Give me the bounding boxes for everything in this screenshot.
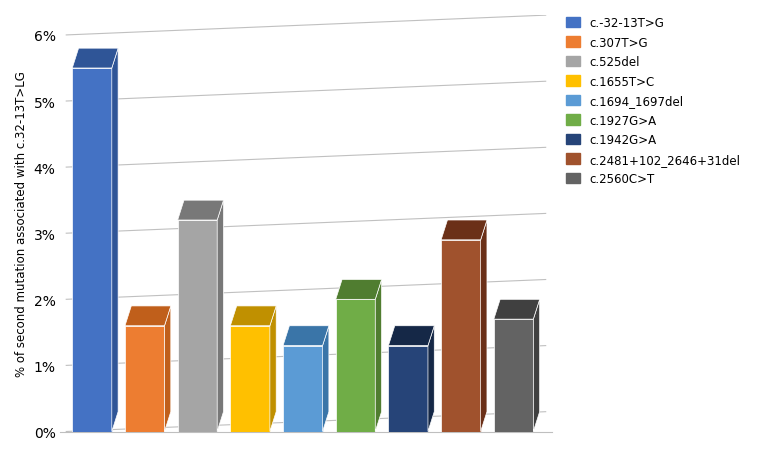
Polygon shape <box>217 201 223 431</box>
Polygon shape <box>72 69 112 431</box>
Polygon shape <box>322 326 329 431</box>
Polygon shape <box>388 346 428 431</box>
Polygon shape <box>494 300 540 319</box>
Polygon shape <box>480 221 487 431</box>
Polygon shape <box>72 49 118 69</box>
Polygon shape <box>375 280 382 431</box>
Polygon shape <box>441 240 480 431</box>
Polygon shape <box>534 300 540 431</box>
Polygon shape <box>283 326 329 346</box>
Polygon shape <box>178 221 217 431</box>
Polygon shape <box>336 280 382 300</box>
Polygon shape <box>283 346 322 431</box>
Polygon shape <box>230 326 270 431</box>
Polygon shape <box>230 306 276 326</box>
Polygon shape <box>125 326 164 431</box>
Legend: c.-32-13T>G, c.307T>G, c.525del, c.1655T>C, c.1694_1697del, c.1927G>A, c.1942G>A: c.-32-13T>G, c.307T>G, c.525del, c.1655T… <box>562 14 744 189</box>
Polygon shape <box>270 306 276 431</box>
Polygon shape <box>178 201 223 221</box>
Polygon shape <box>336 300 375 431</box>
Polygon shape <box>428 326 434 431</box>
Polygon shape <box>494 319 534 431</box>
Polygon shape <box>164 306 171 431</box>
Polygon shape <box>441 221 487 240</box>
Polygon shape <box>125 306 171 326</box>
Polygon shape <box>388 326 434 346</box>
Y-axis label: % of second mutation associated with c.32-13T>LG: % of second mutation associated with c.3… <box>15 71 28 376</box>
Polygon shape <box>112 49 118 431</box>
